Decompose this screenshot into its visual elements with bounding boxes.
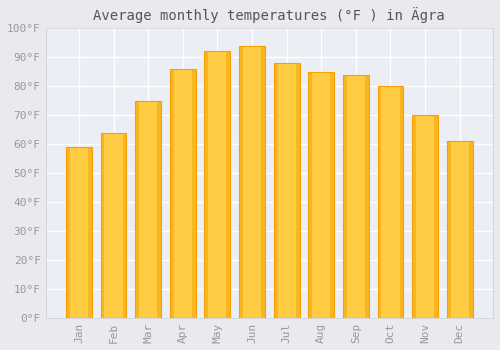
Bar <box>343 75 347 318</box>
Bar <box>122 133 126 318</box>
Bar <box>343 75 369 318</box>
Bar <box>239 46 265 318</box>
Bar <box>261 46 265 318</box>
Bar <box>412 115 416 318</box>
Bar <box>100 133 126 318</box>
Bar <box>365 75 369 318</box>
Bar <box>274 63 278 318</box>
Bar <box>274 63 299 318</box>
Bar <box>446 141 450 318</box>
Bar <box>204 51 208 318</box>
Bar <box>446 141 472 318</box>
Bar <box>88 147 92 318</box>
Bar <box>226 51 230 318</box>
Bar <box>296 63 300 318</box>
Bar <box>170 69 196 318</box>
Bar <box>330 72 334 318</box>
Bar <box>434 115 438 318</box>
Bar <box>66 147 70 318</box>
Bar <box>400 86 404 318</box>
Bar <box>308 72 312 318</box>
Bar <box>100 133 104 318</box>
Bar <box>469 141 472 318</box>
Bar <box>135 101 161 318</box>
Bar <box>308 72 334 318</box>
Bar <box>239 46 243 318</box>
Bar <box>192 69 196 318</box>
Bar <box>412 115 438 318</box>
Bar <box>157 101 161 318</box>
Bar <box>204 51 231 318</box>
Bar <box>378 86 404 318</box>
Bar <box>66 147 92 318</box>
Title: Average monthly temperatures (°F ) in Ägra: Average monthly temperatures (°F ) in Äg… <box>94 7 445 23</box>
Bar <box>135 101 139 318</box>
Bar <box>170 69 173 318</box>
Bar <box>378 86 382 318</box>
